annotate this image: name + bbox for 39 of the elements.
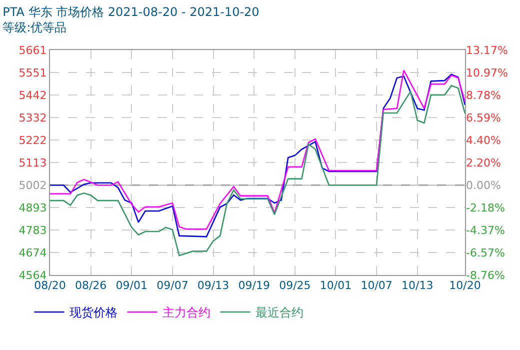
x-tick-label: 10/01 <box>320 279 352 292</box>
y-tick-label: 4783 <box>18 224 47 237</box>
chart-subtitle: 等级:优等品 <box>2 20 67 34</box>
y-tick-label: 5332 <box>18 111 47 124</box>
legend-label: 最近合约 <box>255 306 304 320</box>
x-tick-label: 09/25 <box>279 279 311 292</box>
x-tick-label: 10/13 <box>402 279 434 292</box>
x-tick-label: 09/01 <box>116 279 148 292</box>
y2-tick-label: -2.18% <box>466 201 505 214</box>
x-tick-label: 10/07 <box>360 279 392 292</box>
y2-tick-label: 13.17% <box>466 44 508 57</box>
y2-tick-label: 2.20% <box>466 156 501 170</box>
y2-tick-label: -8.76% <box>466 268 505 282</box>
y-tick-label: 5002 <box>18 179 47 192</box>
y2-tick-label: 4.40% <box>466 134 501 147</box>
y2-tick-label: -6.57% <box>466 246 505 260</box>
x-tick-label: 09/07 <box>156 279 188 292</box>
y2-tick-label: 6.59% <box>466 111 501 124</box>
y-tick-label: 5222 <box>18 134 47 147</box>
legend-label: 现货价格 <box>69 306 118 320</box>
y2-tick-label: -4.37% <box>466 224 505 237</box>
y-tick-label: 5442 <box>18 88 47 102</box>
y-tick-label: 4674 <box>18 246 47 260</box>
y-tick-label: 5551 <box>18 66 47 80</box>
y2-tick-label: 0.00% <box>466 178 501 192</box>
x-tick-label: 09/13 <box>197 279 230 292</box>
line-series <box>50 85 465 256</box>
x-tick-label: 10/20 <box>449 279 481 292</box>
y-tick-label: 4893 <box>18 201 47 214</box>
y-tick-label: 5113 <box>18 156 47 170</box>
legend-label: 主力合约 <box>162 306 210 320</box>
chart-title: PTA 华东 市场价格 2021-08-20 - 2021-10-20 <box>2 4 260 19</box>
x-tick-label: 08/26 <box>74 279 107 292</box>
y-tick-label: 5661 <box>18 44 47 57</box>
x-tick-label: 08/20 <box>34 279 66 292</box>
y-tick-label: 4564 <box>18 268 47 282</box>
y2-tick-label: 10.97% <box>466 66 508 80</box>
x-tick-label: 09/19 <box>238 279 270 292</box>
y2-tick-label: 8.78% <box>466 88 501 102</box>
